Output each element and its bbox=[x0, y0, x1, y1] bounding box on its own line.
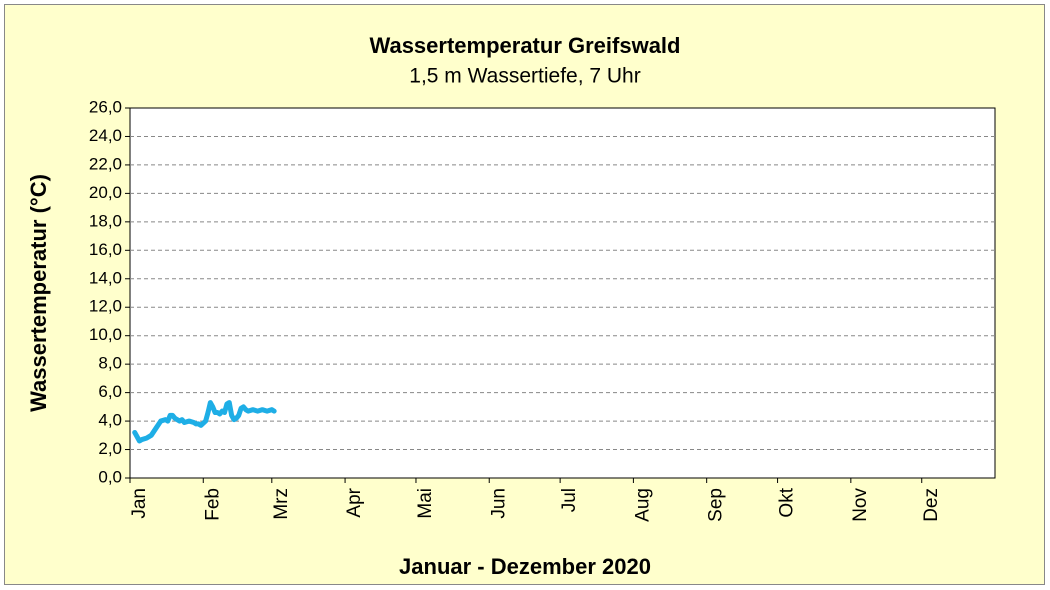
x-tick-label: Nov bbox=[850, 488, 871, 522]
y-tick-label: 6,0 bbox=[98, 382, 122, 401]
x-tick-label: Mai bbox=[415, 488, 436, 519]
x-tick-label: Mrz bbox=[271, 488, 292, 520]
y-tick-label: 22,0 bbox=[89, 154, 122, 173]
y-tick-label: 10,0 bbox=[89, 325, 122, 344]
x-tick-label: Apr bbox=[344, 487, 365, 517]
y-tick-label: 4,0 bbox=[98, 411, 122, 430]
chart-title: Wassertemperatur Greifswald bbox=[370, 33, 681, 58]
x-tick-label: Feb bbox=[202, 488, 223, 521]
y-tick-label: 16,0 bbox=[89, 240, 122, 259]
x-tick-label: Jul bbox=[559, 488, 580, 512]
y-tick-label: 18,0 bbox=[89, 211, 122, 230]
y-tick-label: 20,0 bbox=[89, 183, 122, 202]
x-tick-label: Jun bbox=[488, 488, 509, 519]
x-tick-label: Sep bbox=[706, 488, 727, 522]
data-line bbox=[132, 400, 277, 444]
y-tick-label: 24,0 bbox=[89, 126, 122, 145]
x-tick-label: Jan bbox=[129, 488, 150, 519]
y-tick-label: 12,0 bbox=[89, 297, 122, 316]
y-tick-label: 2,0 bbox=[98, 439, 122, 458]
x-tick-label: Dez bbox=[921, 488, 942, 522]
plot-area bbox=[129, 107, 996, 479]
y-tick-label: 26,0 bbox=[89, 97, 122, 116]
y-tick-label: 8,0 bbox=[98, 354, 122, 373]
chart-subtitle: 1,5 m Wassertiefe, 7 Uhr bbox=[409, 65, 640, 88]
y-axis-label: Wassertemperatur (°C) bbox=[26, 174, 51, 412]
y-tick-label: 0,0 bbox=[98, 467, 122, 486]
x-axis-label: Januar - Dezember 2020 bbox=[399, 554, 651, 579]
x-tick-label: Okt bbox=[777, 487, 798, 517]
y-tick-label: 14,0 bbox=[89, 268, 122, 287]
x-tick-label: Aug bbox=[632, 488, 653, 522]
